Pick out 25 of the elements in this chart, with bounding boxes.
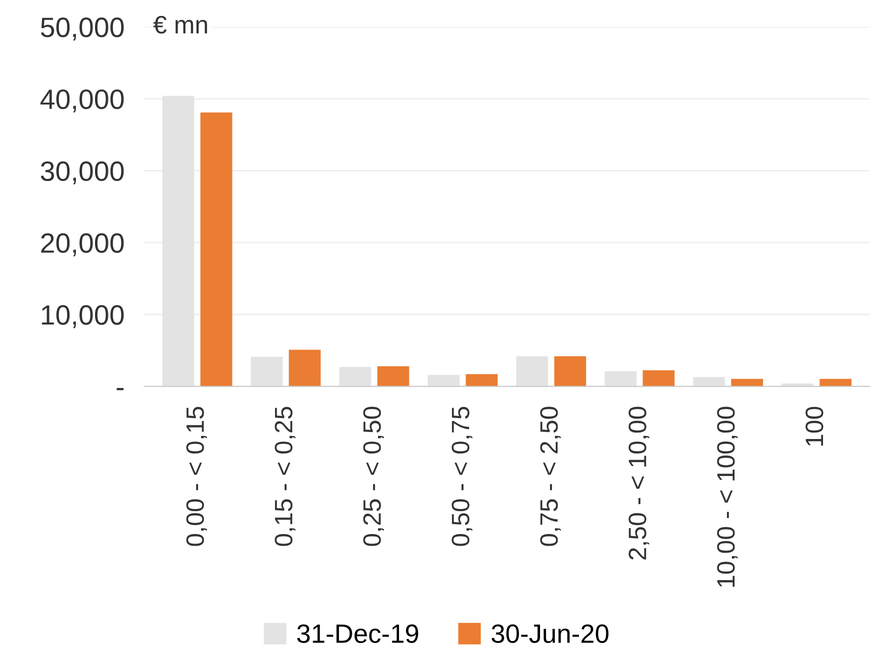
y-tick-label: 40,000 (40, 89, 124, 112)
x-tick-label: 0,15 - < 0,25 (274, 406, 296, 546)
bar (288, 350, 321, 386)
x-tick-label: 0,75 - < 2,50 (540, 406, 561, 546)
bar (466, 374, 498, 386)
x-tick-label: 10,00 - < 100,00 (717, 406, 738, 587)
y-tick-label: 30,000 (40, 161, 124, 184)
y-tick-label: - (116, 388, 124, 390)
x-tick-label: 2,50 - < 10,00 (628, 406, 650, 560)
bar (731, 378, 764, 386)
bar (642, 370, 675, 386)
y-tick-label: 10,000 (42, 305, 124, 328)
x-tick-label: 0,25 - < 0,50 (363, 406, 384, 546)
bar (554, 356, 586, 386)
legend-label: 30-Jun-20 (492, 624, 608, 644)
x-tick-label: 100 (806, 406, 824, 446)
bar (200, 112, 232, 386)
x-tick-label: 0,00 - < 0,15 (186, 406, 207, 546)
x-tick-label: 0,50 - < 0,75 (452, 406, 472, 546)
bar (377, 366, 410, 386)
y-tick-label: 20,000 (41, 233, 124, 256)
legend-label: 31-Dec-19 (297, 624, 418, 644)
y-tick-label: 50,000 (40, 18, 124, 40)
bar (820, 378, 852, 386)
y-axis-title: € mn (153, 16, 208, 34)
